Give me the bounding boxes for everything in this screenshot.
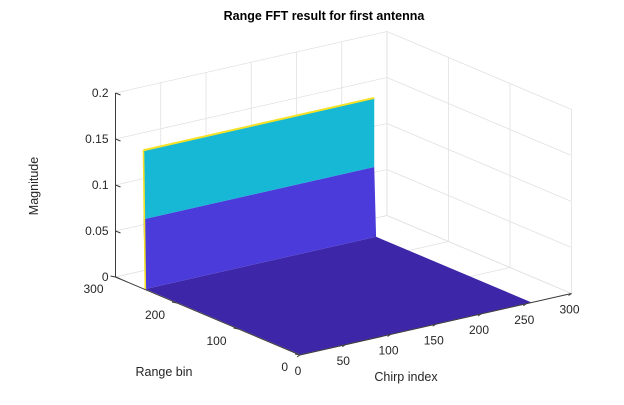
grid-line	[115, 77, 388, 140]
y-tick	[110, 275, 116, 278]
x-tick	[432, 323, 437, 327]
z-tick-label: 0	[102, 270, 109, 284]
z-tick-label: 0.2	[92, 86, 109, 100]
z-tick	[115, 92, 121, 96]
surface	[142, 96, 532, 355]
x-tick	[477, 313, 482, 317]
z-tick-label: 0.1	[92, 178, 109, 192]
z-tick	[115, 138, 121, 142]
grid-line	[386, 169, 572, 248]
z-tick-label: 0.05	[85, 224, 109, 238]
grid-line	[386, 77, 572, 156]
z-tick	[115, 184, 121, 188]
y-tick-label: 300	[83, 282, 103, 296]
x-tick-label: 0	[295, 364, 302, 378]
y-tick	[233, 327, 239, 330]
z-tick-label: 0.15	[85, 132, 109, 146]
x-tick	[387, 334, 391, 337]
axes	[110, 92, 572, 358]
x-tick-label: 50	[337, 354, 351, 368]
surface-floor	[145, 236, 532, 355]
grid-line	[115, 31, 388, 94]
y-axis-line	[115, 276, 301, 356]
grid-line	[386, 215, 572, 294]
x-tick-label: 100	[378, 344, 398, 358]
x-tick-label: 200	[469, 323, 489, 337]
x-tick-label: 300	[559, 303, 579, 317]
x-axis-label: Chirp index	[374, 370, 438, 384]
y-tick	[294, 353, 301, 356]
grid-line	[386, 31, 572, 110]
z-axis-label: Magnitude	[27, 157, 41, 215]
grid-line	[386, 123, 572, 202]
y-axis-label: Range bin	[136, 365, 193, 379]
x-tick	[568, 293, 572, 296]
y-tick	[171, 301, 178, 304]
z-tick	[115, 276, 121, 280]
surface-peak-lower	[143, 166, 377, 290]
y-tick-label: 0	[281, 360, 288, 374]
tick-labels: 050100150200250300010020030000.050.10.15…	[83, 86, 579, 378]
x-tick-label: 150	[424, 333, 444, 347]
x-tick	[522, 303, 527, 307]
surface-tail	[374, 234, 377, 237]
y-tick-label: 100	[206, 334, 226, 348]
z-tick	[115, 230, 121, 234]
x-tick-label: 250	[514, 313, 534, 327]
surface-peak-edge	[142, 150, 147, 290]
x-tick	[341, 344, 346, 348]
chart-title: Range FFT result for first antenna	[224, 9, 426, 23]
surface-peak-crest	[143, 96, 375, 152]
surface-peak-upper	[143, 97, 375, 220]
y-tick-label: 200	[145, 308, 165, 322]
